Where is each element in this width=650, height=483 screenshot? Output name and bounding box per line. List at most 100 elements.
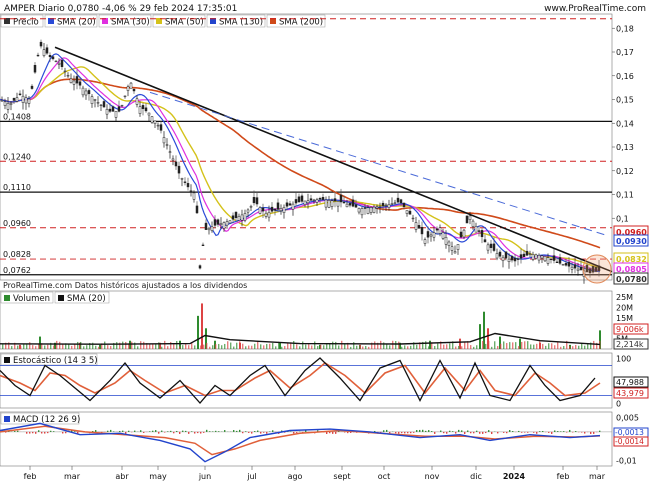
candle-body — [117, 106, 121, 112]
volume-bar-20 — [483, 311, 485, 349]
candle-body — [108, 108, 112, 112]
volume-bar — [515, 342, 517, 349]
macd-hist-bar — [119, 430, 121, 432]
macd-hist-bar — [431, 431, 433, 432]
stochastic-panel — [0, 352, 613, 409]
price-tick-label-1: 0,17 — [616, 48, 634, 57]
macd-hist-bar — [599, 430, 601, 432]
volume-tick-0: 25M — [616, 293, 633, 302]
macd-hist-bar — [50, 430, 52, 432]
candle-body — [69, 78, 73, 83]
volume-bar — [8, 342, 10, 349]
candle-body — [594, 266, 598, 272]
volume-bar — [74, 343, 76, 349]
volume-bar — [413, 342, 415, 349]
macd-hist-bar — [239, 429, 241, 432]
candle-body — [300, 195, 304, 202]
candle-body — [132, 88, 136, 92]
volume-bar — [224, 343, 226, 349]
x-tick-label-12: feb — [557, 472, 570, 481]
candle-body — [540, 255, 544, 259]
volume-bar — [218, 343, 220, 349]
volume-bar — [449, 343, 451, 349]
volume-bar — [152, 343, 154, 349]
candle-body — [339, 194, 343, 203]
candle-body — [21, 95, 25, 103]
stoch-k-line — [0, 357, 596, 404]
x-tick-label-8: oct — [378, 472, 390, 481]
macd-hist-bar — [143, 431, 145, 433]
volume-bar — [374, 341, 376, 349]
candle-body — [297, 196, 301, 203]
macd-tick-2: -0,01 — [616, 456, 637, 465]
volume-bar — [473, 346, 475, 349]
candle-body — [453, 251, 457, 254]
candle-body — [126, 86, 130, 91]
candle-body — [207, 227, 211, 231]
candle-body — [42, 49, 46, 56]
candle-body — [303, 200, 307, 205]
price-badge-3: 0,0805 — [616, 265, 647, 274]
volume-bar — [455, 346, 457, 349]
volume-bar — [464, 341, 466, 349]
macd-hist-bar — [17, 430, 19, 432]
volume-bar — [326, 343, 328, 349]
volume-bar — [389, 345, 391, 349]
candle-body — [324, 199, 328, 208]
macd-hist-bar — [416, 430, 418, 432]
macd-hist-bar — [440, 430, 442, 432]
volume-bar — [488, 340, 490, 349]
macd-hist-bar — [449, 430, 451, 432]
volume-bar — [260, 344, 262, 349]
macd-hist-bar — [206, 429, 208, 432]
volume-bar — [443, 344, 445, 349]
candle-body — [192, 192, 196, 200]
macd-hist-bar — [383, 430, 385, 432]
candle-body — [423, 239, 427, 244]
candle-body — [165, 144, 169, 146]
volume-bar — [32, 345, 34, 349]
volume-bar — [470, 345, 472, 349]
macd-hist-bar — [182, 430, 184, 432]
macd-hist-bar — [44, 431, 46, 434]
stoch-badge-box-0 — [613, 376, 649, 388]
price-tick-label-6: 0,12 — [616, 167, 634, 176]
candle-body — [267, 211, 271, 218]
candle-body — [342, 201, 346, 204]
volume-bar — [182, 345, 184, 349]
volume-bar-21 — [487, 328, 489, 349]
candle-body — [147, 112, 151, 116]
volume-bar — [362, 346, 364, 349]
volume-bar — [131, 341, 133, 349]
candle-body — [228, 220, 232, 224]
volume-bar — [266, 343, 268, 349]
candle-body — [471, 220, 475, 227]
macd-hist-bar — [425, 430, 427, 432]
macd-hist-bar — [194, 431, 196, 434]
x-tick-label-10: dic — [470, 472, 482, 481]
price-tick-label-2: 0,16 — [616, 72, 634, 81]
x-tick-label-13: mar — [589, 472, 606, 481]
macd-hist-bar — [419, 429, 421, 432]
macd-badge-box-1 — [613, 436, 649, 447]
candle-body — [396, 197, 400, 203]
volume-bar-18 — [459, 338, 461, 349]
volume-bar — [485, 343, 487, 349]
volume-bar — [545, 345, 547, 349]
volume-bar — [305, 344, 307, 349]
macd-hist-bar — [590, 431, 592, 434]
volume-bar — [71, 345, 73, 349]
candle-body — [255, 197, 259, 205]
macd-hist-bar — [26, 431, 28, 434]
site-label: www.ProRealTime.com — [544, 4, 646, 14]
volume-bar-4 — [99, 344, 101, 349]
macd-hist-bar — [191, 431, 193, 432]
macd-hist-bar — [77, 431, 79, 435]
volume-bar — [395, 341, 397, 349]
candle-body — [576, 268, 580, 271]
volume-bar — [518, 346, 520, 349]
volume-badge-box-0 — [613, 323, 649, 335]
level-label-0: 0,1408 — [3, 112, 31, 121]
macd-hist-bar — [293, 431, 295, 434]
